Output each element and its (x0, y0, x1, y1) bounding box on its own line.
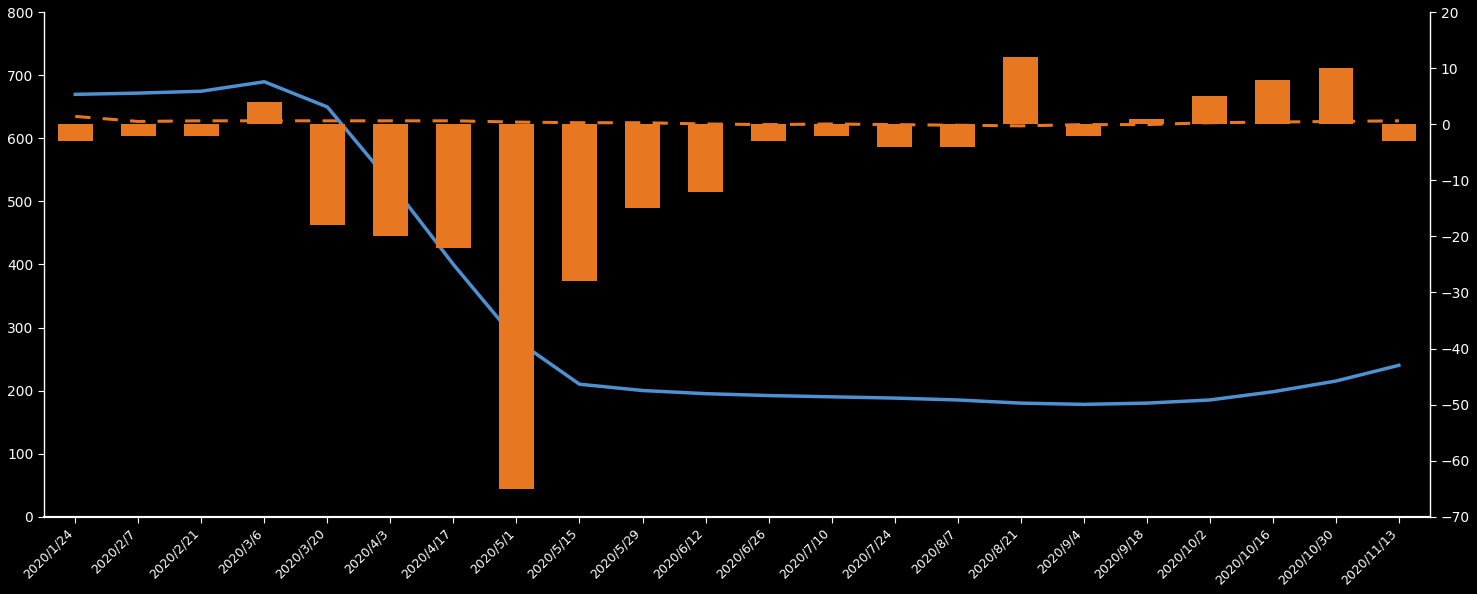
Bar (877, 125, 911, 147)
Bar (941, 125, 975, 147)
Bar (752, 125, 786, 141)
Bar (1003, 57, 1038, 125)
Bar (185, 125, 219, 135)
Bar (247, 102, 282, 125)
Bar (1130, 119, 1164, 125)
Bar (563, 125, 597, 282)
Bar (436, 125, 471, 248)
Bar (121, 125, 155, 135)
Bar (1255, 80, 1289, 125)
Bar (374, 125, 408, 236)
Bar (310, 125, 344, 225)
Bar (1319, 68, 1353, 125)
Bar (1066, 125, 1100, 135)
Bar (499, 125, 533, 488)
Bar (58, 125, 93, 141)
Bar (1381, 125, 1416, 141)
Bar (625, 125, 660, 208)
Bar (1192, 96, 1227, 125)
Bar (688, 125, 722, 192)
Bar (814, 125, 849, 135)
